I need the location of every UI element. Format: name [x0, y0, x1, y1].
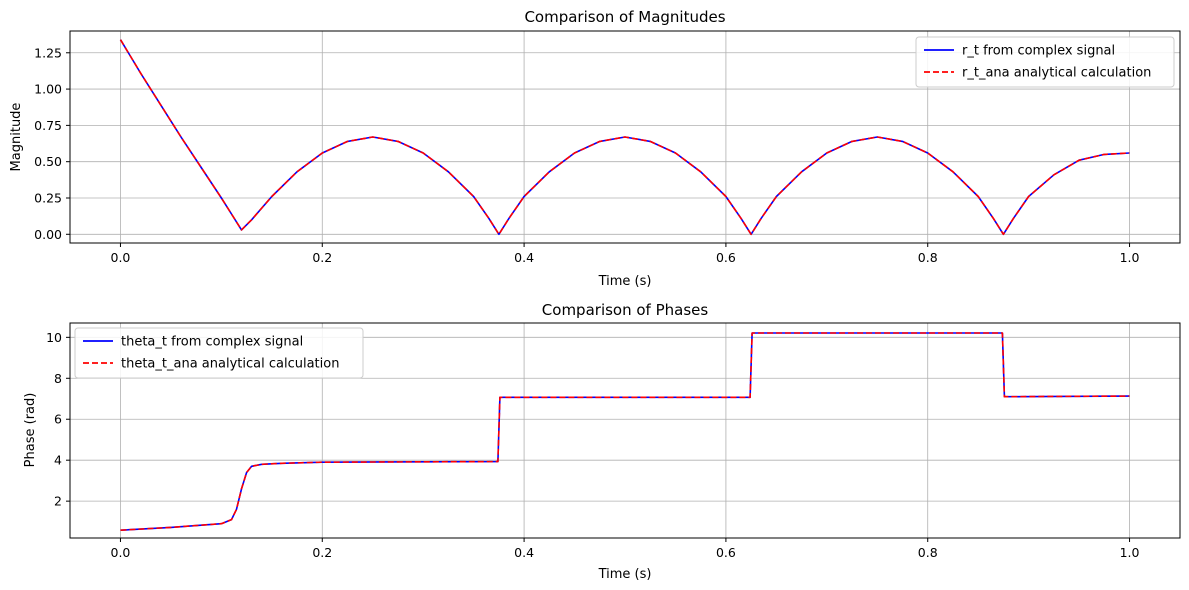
magnitude-x-tick-label: 0.0	[111, 250, 131, 265]
magnitude-y-axis-label: Magnitude	[9, 103, 24, 172]
phase-x-tick-label: 0.8	[918, 545, 938, 560]
phase-legend-box	[74, 327, 364, 379]
phase-chart-title: Comparison of Phases	[542, 301, 709, 319]
phase-legend-label-1: theta_t_ana analytical calculation	[121, 357, 339, 372]
phase-y-ticks: 2 4 6 8 10	[46, 330, 70, 509]
phase-series-line-1	[120, 332, 1130, 531]
phase-y-axis-label: Phase (rad)	[23, 393, 38, 468]
magnitude-y-tick-label: 0.00	[34, 227, 62, 242]
magnitude-y-tick-label: 0.75	[34, 118, 62, 133]
phase-x-axis-label: Time (s)	[598, 567, 652, 582]
phase-x-tick-label: 1.0	[1120, 545, 1140, 560]
magnitude-series-line-1	[119, 39, 1130, 236]
magnitude-legend: r_t from complex signal r_t_ana analytic…	[915, 36, 1175, 88]
phase-subplot: Comparison of Phases 0.0 0.2 0.4 0.6 0.8 1.0 …	[23, 301, 1181, 582]
magnitude-y-tick-label: 0.50	[34, 154, 62, 169]
phase-x-tick-label: 0.0	[111, 545, 131, 560]
magnitude-x-tick-label: 0.8	[918, 250, 938, 265]
magnitude-x-tick-label: 1.0	[1120, 250, 1140, 265]
magnitude-x-tick-label: 0.4	[514, 250, 534, 265]
magnitude-y-tick-label: 1.25	[34, 45, 62, 60]
phase-y-tick-label: 2	[54, 494, 62, 509]
phase-x-tick-label: 0.2	[312, 545, 332, 560]
magnitude-x-axis-label: Time (s)	[598, 274, 652, 289]
magnitude-y-ticks: 0.00 0.25 0.50 0.75 1.00 1.25	[34, 45, 70, 242]
phase-plot-frame	[69, 322, 1181, 539]
phase-x-ticks: 0.0 0.2 0.4 0.6 0.8 1.0	[111, 538, 1140, 560]
magnitude-plot-frame	[69, 30, 1181, 244]
magnitude-y-tick-label: 1.00	[34, 82, 62, 97]
magnitude-y-tick-label: 0.25	[34, 190, 62, 205]
magnitude-x-ticks: 0.0 0.2 0.4 0.6 0.8 1.0	[111, 243, 1140, 265]
phase-series	[120, 332, 1130, 531]
magnitude-legend-label-0: r_t from complex signal	[962, 44, 1115, 59]
phase-legend-label-0: theta_t from complex signal	[121, 335, 303, 350]
phase-x-tick-label: 0.6	[716, 545, 736, 560]
magnitude-chart-title: Comparison of Magnitudes	[524, 8, 725, 26]
phase-y-tick-label: 8	[54, 371, 62, 386]
phase-y-tick-label: 10	[46, 330, 62, 345]
phase-y-tick-label: 4	[54, 453, 62, 468]
magnitude-series	[119, 39, 1130, 236]
phase-legend: theta_t from complex signal theta_t_ana …	[74, 327, 364, 379]
phase-y-tick-label: 6	[54, 412, 62, 427]
magnitude-subplot: Comparison of Magnitudes 0.0 0.2 0.4 0.6 0.8…	[9, 8, 1181, 289]
magnitude-legend-box	[915, 36, 1175, 88]
magnitude-x-tick-label: 0.6	[716, 250, 736, 265]
phase-x-tick-label: 0.4	[514, 545, 534, 560]
phase-grid	[70, 323, 1180, 538]
magnitude-x-tick-label: 0.2	[312, 250, 332, 265]
magnitude-legend-label-1: r_t_ana analytical calculation	[962, 66, 1151, 81]
